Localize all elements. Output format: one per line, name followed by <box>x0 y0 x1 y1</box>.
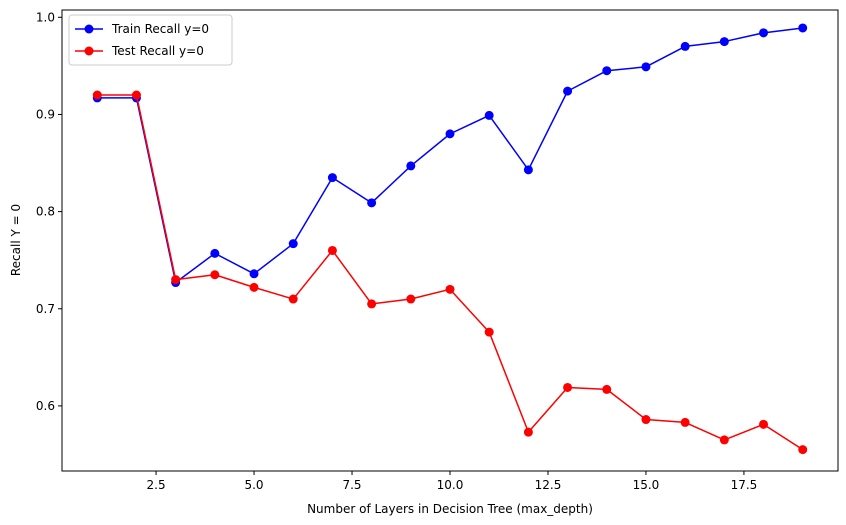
series-0-point-6 <box>327 173 337 183</box>
series-1-point-2 <box>171 275 181 285</box>
legend: Train Recall y=0 Test Recall y=0 <box>68 14 233 66</box>
series-1-point-14 <box>641 415 651 425</box>
series-1-point-15 <box>680 417 690 427</box>
series-0-point-8 <box>406 161 416 171</box>
series-0-point-18 <box>798 23 808 33</box>
legend-entry-train: Train Recall y=0 <box>75 22 209 36</box>
series-1-point-1 <box>131 90 141 100</box>
series-1-point-8 <box>406 294 416 304</box>
series-1-point-10 <box>484 327 494 337</box>
series-1-point-7 <box>367 299 377 309</box>
x-tick-label-0: 2.5 <box>147 478 166 492</box>
y-axis-label: Recall Y = 0 <box>9 204 23 276</box>
y-tick-label-2: 0.8 <box>36 205 55 219</box>
series-1-point-5 <box>288 294 298 304</box>
series-1-point-18 <box>798 445 808 455</box>
x-tick-label-1: 5.0 <box>244 478 263 492</box>
series-0-point-13 <box>602 66 612 76</box>
y-tick-label-0: 0.6 <box>36 399 55 413</box>
x-tick-label-5: 15.0 <box>633 478 660 492</box>
series-1-point-6 <box>327 245 337 255</box>
series-0-point-7 <box>367 198 377 208</box>
x-tick-label-6: 17.5 <box>731 478 758 492</box>
plot-area <box>62 10 838 471</box>
series-layer <box>92 23 808 455</box>
series-0-point-10 <box>484 110 494 120</box>
legend-train-marker <box>84 24 94 34</box>
x-tick-label-3: 10.0 <box>437 478 464 492</box>
series-1-point-16 <box>719 435 729 445</box>
legend-entry-test: Test Recall y=0 <box>75 44 204 58</box>
y-tick-label-4: 1.0 <box>36 10 55 24</box>
legend-test-marker <box>84 46 94 56</box>
series-0-point-9 <box>445 129 455 139</box>
legend-test-label: Test Recall y=0 <box>111 44 204 58</box>
series-0-point-4 <box>249 269 259 279</box>
series-0-point-12 <box>563 86 573 96</box>
x-tick-label-4: 12.5 <box>535 478 562 492</box>
series-1-point-13 <box>602 384 612 394</box>
x-tick-label-2: 7.5 <box>342 478 361 492</box>
y-axis-ticks: 0.6 0.7 0.8 0.9 1.0 <box>36 10 62 413</box>
plot-frame <box>61 9 839 472</box>
x-axis-ticks: 2.5 5.0 7.5 10.0 12.5 15.0 17.5 <box>147 471 758 492</box>
series-1-point-3 <box>210 270 220 280</box>
series-1-point-11 <box>523 427 533 437</box>
legend-box <box>68 14 233 66</box>
series-1-point-9 <box>445 284 455 294</box>
series-0-point-16 <box>719 37 729 47</box>
series-0-point-17 <box>759 28 769 38</box>
x-axis-label: Number of Layers in Decision Tree (max_d… <box>307 502 593 516</box>
series-0-point-3 <box>210 248 220 258</box>
series-1-point-12 <box>563 382 573 392</box>
y-tick-label-3: 0.9 <box>36 107 55 121</box>
series-1-point-0 <box>92 90 102 100</box>
series-0-point-14 <box>641 62 651 72</box>
series-1-point-4 <box>249 282 259 292</box>
legend-train-label: Train Recall y=0 <box>111 22 209 36</box>
y-tick-label-1: 0.7 <box>36 302 55 316</box>
series-1-point-17 <box>759 419 769 429</box>
series-0-point-5 <box>288 239 298 249</box>
series-0-point-15 <box>680 41 690 51</box>
series-0-point-11 <box>523 165 533 175</box>
